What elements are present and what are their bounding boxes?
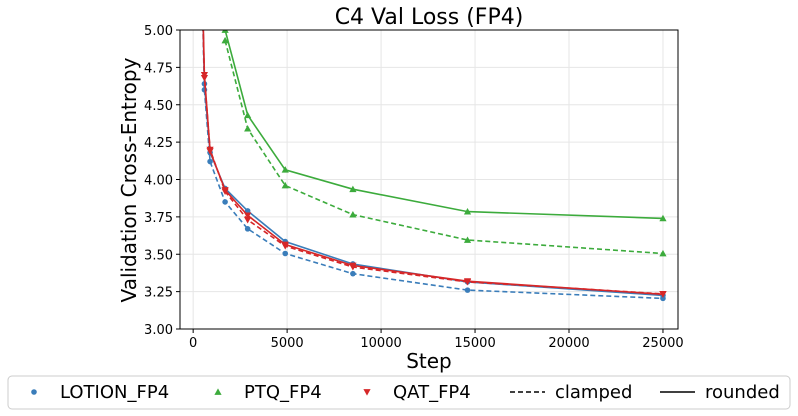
data-point-ptq-fp4-rounded: [281, 166, 289, 173]
x-axis: 0 5000 10000 15000 20000 25000: [189, 329, 684, 351]
legend-box: [7, 375, 791, 410]
series-line-qat-fp4-clamped: [202, 30, 664, 295]
data-point-qat-fp4-rounded: [659, 291, 667, 298]
data-point-qat-fp4-rounded: [206, 148, 214, 155]
data-point-ptq-fp4-rounded: [463, 208, 472, 215]
x-tick-label: 10000: [360, 336, 401, 351]
series-line-ptq-fp4-rounded: [224, 30, 664, 220]
data-point-ptq-fp4-rounded: [349, 185, 357, 193]
y-tick-label: 3.25: [144, 286, 173, 301]
x-tick-label: 0: [189, 336, 197, 351]
data-point-lotion-fp4-clamped: [350, 270, 356, 277]
y-tick-label: 3.75: [144, 211, 173, 226]
data-point-ptq-fp4-clamped: [281, 181, 289, 189]
data-point-lotion-fp4-clamped: [464, 287, 471, 293]
series-lotion-fp4-rounded: [201, 30, 666, 299]
data-point-lotion-fp4-clamped: [244, 226, 251, 232]
legend: LOTION_FP4 PTQ_FP4 QAT_FP4 clamped rounded: [7, 375, 791, 410]
legend-marker-ptq-fp4: [214, 388, 222, 395]
legend-marker-qat-fp4: [363, 389, 371, 396]
grid-lines: [180, 29, 678, 330]
data-point-qat-fp4-rounded: [221, 187, 229, 194]
series-ptq-fp4-clamped: [221, 36, 667, 257]
y-tick-label: 4.25: [144, 136, 173, 151]
data-point-qat-fp4-rounded: [463, 278, 472, 285]
legend-marker-lotion-fp4: [31, 389, 37, 395]
chart-title: C4 Val Loss (FP4): [335, 5, 524, 30]
data-point-lotion-fp4-clamped: [207, 158, 213, 165]
data-point-ptq-fp4-rounded: [221, 30, 229, 33]
y-tick-label: 3.00: [144, 323, 173, 338]
y-tick-label: 4.75: [144, 61, 173, 76]
data-point-qat-fp4-rounded: [281, 241, 289, 249]
x-axis-label: Step: [406, 349, 452, 373]
data-point-ptq-fp4-rounded: [659, 214, 667, 222]
x-tick-label: 20000: [548, 336, 589, 351]
series-qat-fp4-rounded: [200, 30, 667, 298]
data-point-ptq-fp4-clamped: [349, 211, 357, 218]
data-point-qat-fp4-clamped: [244, 216, 252, 224]
data-point-qat-fp4-rounded: [244, 212, 252, 219]
x-tick-label: 15000: [454, 336, 495, 351]
series-ptq-fp4-rounded: [221, 30, 667, 222]
legend-label: rounded: [705, 382, 780, 403]
y-tick-label: 5.00: [144, 24, 173, 39]
data-point-ptq-fp4-rounded: [244, 111, 252, 119]
data-point-ptq-fp4-clamped: [659, 249, 667, 257]
series-lotion-fp4-clamped: [201, 30, 666, 302]
series-line-ptq-fp4-clamped: [224, 40, 664, 255]
y-axis: 3.00 3.25 3.50 3.75 4.00 4.25 4.50 4.75 5.00: [144, 24, 180, 338]
legend-label: QAT_FP4: [393, 382, 471, 403]
data-point-lotion-fp4-clamped: [222, 199, 228, 205]
data-point-qat-fp4-rounded: [200, 71, 209, 79]
legend-label: PTQ_FP4: [244, 382, 322, 403]
data-point-qat-fp4-rounded: [349, 262, 357, 270]
data-point-ptq-fp4-clamped: [244, 125, 252, 132]
data-point-lotion-fp4-rounded: [244, 208, 251, 214]
y-tick-label: 3.50: [144, 248, 173, 263]
y-tick-label: 4.50: [144, 99, 173, 114]
data-point-lotion-fp4-clamped: [282, 250, 289, 257]
x-tick-label: 5000: [271, 336, 304, 351]
y-axis-label: Validation Cross-Entropy: [117, 57, 141, 302]
series-layer: [200, 30, 667, 302]
x-tick-label: 25000: [642, 336, 683, 351]
legend-label: LOTION_FP4: [60, 382, 169, 403]
series-line-qat-fp4-rounded: [202, 30, 664, 296]
data-point-ptq-fp4-clamped: [221, 36, 229, 44]
data-point-ptq-fp4-clamped: [463, 236, 472, 243]
y-tick-label: 4.00: [144, 174, 173, 189]
legend-label: clamped: [555, 382, 632, 403]
series-qat-fp4-clamped: [200, 30, 667, 298]
